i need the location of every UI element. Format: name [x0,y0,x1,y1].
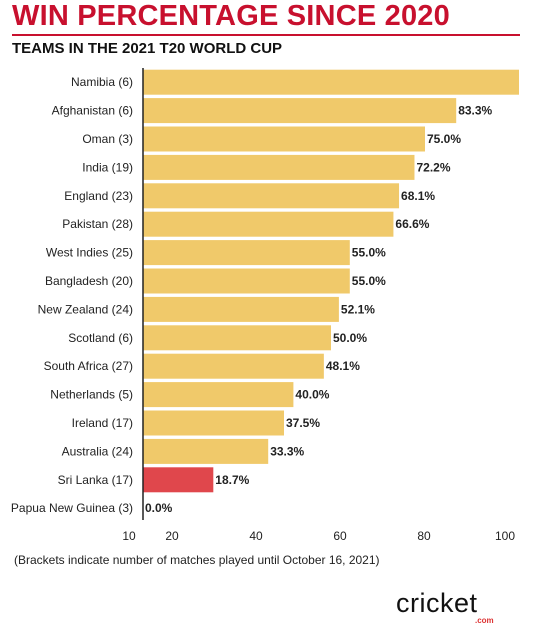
bar [143,183,400,209]
x-tick-label: 40 [249,529,263,543]
category-label: England (23) [64,189,133,203]
category-label: Australia (24) [62,444,133,458]
data-label: 66.6% [395,217,429,231]
bar [143,211,394,237]
category-label: India (19) [82,160,133,174]
bar [143,325,331,351]
category-label: Afghanistan (6) [52,104,133,118]
data-label: 68.1% [401,189,435,203]
logo-wordmark: cricket [396,588,478,618]
data-label: 37.5% [286,416,320,430]
logo-suffix: .com [475,616,494,625]
data-label: 48.1% [326,359,360,373]
x-tick-label: 10 [122,529,136,543]
bar [143,382,294,408]
bar [143,353,324,379]
category-label: Pakistan (28) [62,217,133,231]
cricket-com-logo: cricket .com [396,588,516,628]
data-label: 52.1% [341,302,375,316]
data-label: 18.7% [215,473,249,487]
data-label: 40.0% [295,388,329,402]
bar [143,467,214,493]
category-label: South Africa (27) [44,359,133,373]
bar [143,98,457,124]
bar [143,410,284,436]
data-label: 33.3% [270,444,304,458]
category-label: Papua New Guinea (3) [11,501,133,515]
category-label: Scotland (6) [68,331,133,345]
x-tick-label: 100 [495,529,515,543]
x-tick-label: 80 [417,529,431,543]
category-label: West Indies (25) [46,246,133,260]
bar [143,240,350,266]
title-underline [12,34,520,36]
chart-title: WIN PERCENTAGE SINCE 2020 [12,0,450,32]
bar [143,296,339,322]
x-tick-label: 20 [165,529,179,543]
category-label: Ireland (17) [72,416,133,430]
bar [143,69,519,95]
bar [143,126,425,152]
data-label: 50.0% [333,331,367,345]
bar [143,438,269,464]
data-label: 75.0% [427,132,461,146]
bar [143,268,350,294]
category-label: New Zealand (24) [38,302,133,316]
category-label: Bangladesh (20) [45,274,133,288]
data-label: 72.2% [416,160,450,174]
chart-footnote: (Brackets indicate number of matches pla… [14,553,380,567]
data-label: 55.0% [352,274,386,288]
data-label: 0.0% [145,501,173,515]
category-label: Sri Lanka (17) [58,473,133,487]
category-label: Oman (3) [82,132,133,146]
data-label: 55.0% [352,246,386,260]
bar [143,154,415,180]
data-label: 83.3% [458,104,492,118]
chart-subtitle: TEAMS IN THE 2021 T20 WORLD CUP [12,40,283,57]
category-label: Netherlands (5) [50,388,133,402]
x-tick-label: 60 [333,529,347,543]
category-label: Namibia (6) [71,75,133,89]
